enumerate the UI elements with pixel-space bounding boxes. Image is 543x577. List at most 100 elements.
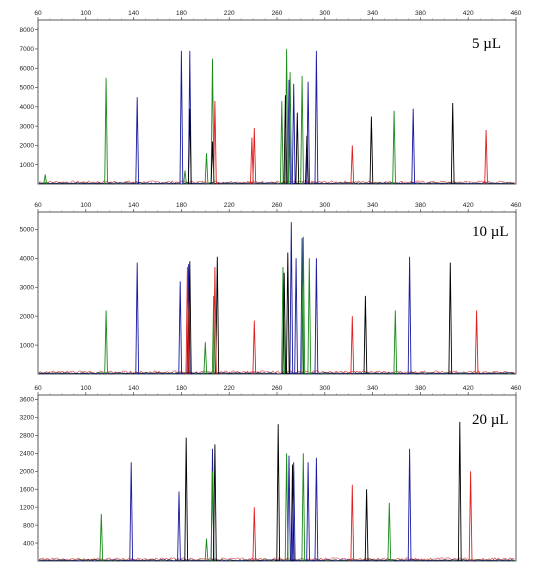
peak-red [252,320,257,375]
x-tick-label: 220 [224,202,235,209]
peak-red [350,145,355,185]
peak-green [183,170,187,185]
peak-red [252,127,257,185]
peak-blue [411,108,416,185]
peak-green [104,77,108,185]
peak-green [281,266,285,375]
x-tick-label: 180 [176,385,187,392]
peak-red [213,100,217,185]
x-tick-label: 300 [319,202,330,209]
x-tick-label: 100 [80,385,91,392]
series-black [187,252,453,375]
series-black [184,421,462,562]
peak-green [204,538,209,562]
peak-black [295,112,300,185]
peak-green [387,502,392,562]
y-tick-label: 4000 [20,255,35,262]
y-tick-label: 2000 [20,468,35,475]
peak-green [204,153,209,185]
peak-blue [294,258,298,375]
y-tick-label: 1000 [20,162,35,169]
series-green [43,48,396,185]
peak-green [301,453,306,562]
series-red [185,266,479,375]
series-red [252,471,473,562]
peak-red [474,310,479,375]
baseline-trace-blue [38,182,515,185]
peak-blue [314,457,319,562]
y-tick-label: 2000 [20,143,35,150]
y-tick-label: 2400 [20,451,35,458]
chart-panel-3: 60 100 140 180 220 260 300 340 380 420 460 400 800 12… [20,385,522,562]
peak-blue [135,97,140,185]
peak-green [104,310,108,375]
y-tick-label: 7000 [20,46,35,53]
y-tick-label: 5000 [20,227,35,234]
baseline-trace-green [38,182,515,185]
peak-red [252,507,257,562]
x-tick-label: 60 [34,10,42,17]
y-tick-label: 8000 [20,27,35,34]
peak-black [457,421,462,562]
peak-black [215,256,220,375]
x-tick-label: 460 [511,10,522,17]
peak-black [282,272,287,375]
peak-black [290,464,295,562]
series-blue [135,222,412,375]
peak-red [350,316,355,375]
x-tick-label: 180 [176,10,187,17]
baseline-trace-red [38,370,515,374]
x-tick-label: 340 [367,202,378,209]
y-tick-label: 800 [23,522,34,529]
x-tick-label: 460 [511,385,522,392]
peak-green [99,513,104,562]
peak-green [210,58,215,185]
x-tick-label: 340 [367,385,378,392]
peak-blue [306,462,310,562]
x-tick-label: 380 [415,202,426,209]
peak-blue [289,222,294,375]
x-tick-label: 420 [463,10,474,17]
peak-black [187,261,192,375]
peak-black [450,102,455,185]
peak-blue [291,462,296,562]
x-tick-label: 260 [272,385,283,392]
series-red [213,100,488,185]
y-tick-label: 1600 [20,486,35,493]
x-tick-label: 300 [319,385,330,392]
peak-blue [129,462,134,562]
y-tick-label: 400 [23,540,34,547]
x-tick-label: 100 [80,10,91,17]
peak-blue [178,281,183,375]
peak-red [350,484,355,562]
peak-green [392,110,396,185]
x-tick-label: 260 [272,202,283,209]
peak-black [448,262,453,375]
peak-blue [407,256,412,375]
x-tick-label: 140 [128,10,139,17]
y-tick-label: 2800 [20,433,35,440]
y-tick-label: 4000 [20,104,35,111]
x-tick-label: 420 [463,385,474,392]
panel-title: 10 µL [472,224,509,240]
peak-black [285,252,290,375]
x-tick-label: 380 [415,385,426,392]
peak-red [468,471,473,562]
peak-black [213,444,217,562]
x-tick-label: 60 [34,385,42,392]
peak-blue [291,83,296,185]
panel-title: 5 µL [472,36,501,52]
peak-blue [135,262,140,375]
peak-black [184,437,189,562]
series-green [104,236,398,375]
x-tick-label: 380 [415,10,426,17]
peak-black [305,135,309,185]
y-tick-label: 3600 [20,397,35,404]
peak-black [363,295,368,375]
peak-blue [287,455,291,562]
peak-black [187,108,192,185]
peak-blue [300,237,304,375]
y-tick-label: 3200 [20,415,35,422]
peak-green [284,453,289,562]
